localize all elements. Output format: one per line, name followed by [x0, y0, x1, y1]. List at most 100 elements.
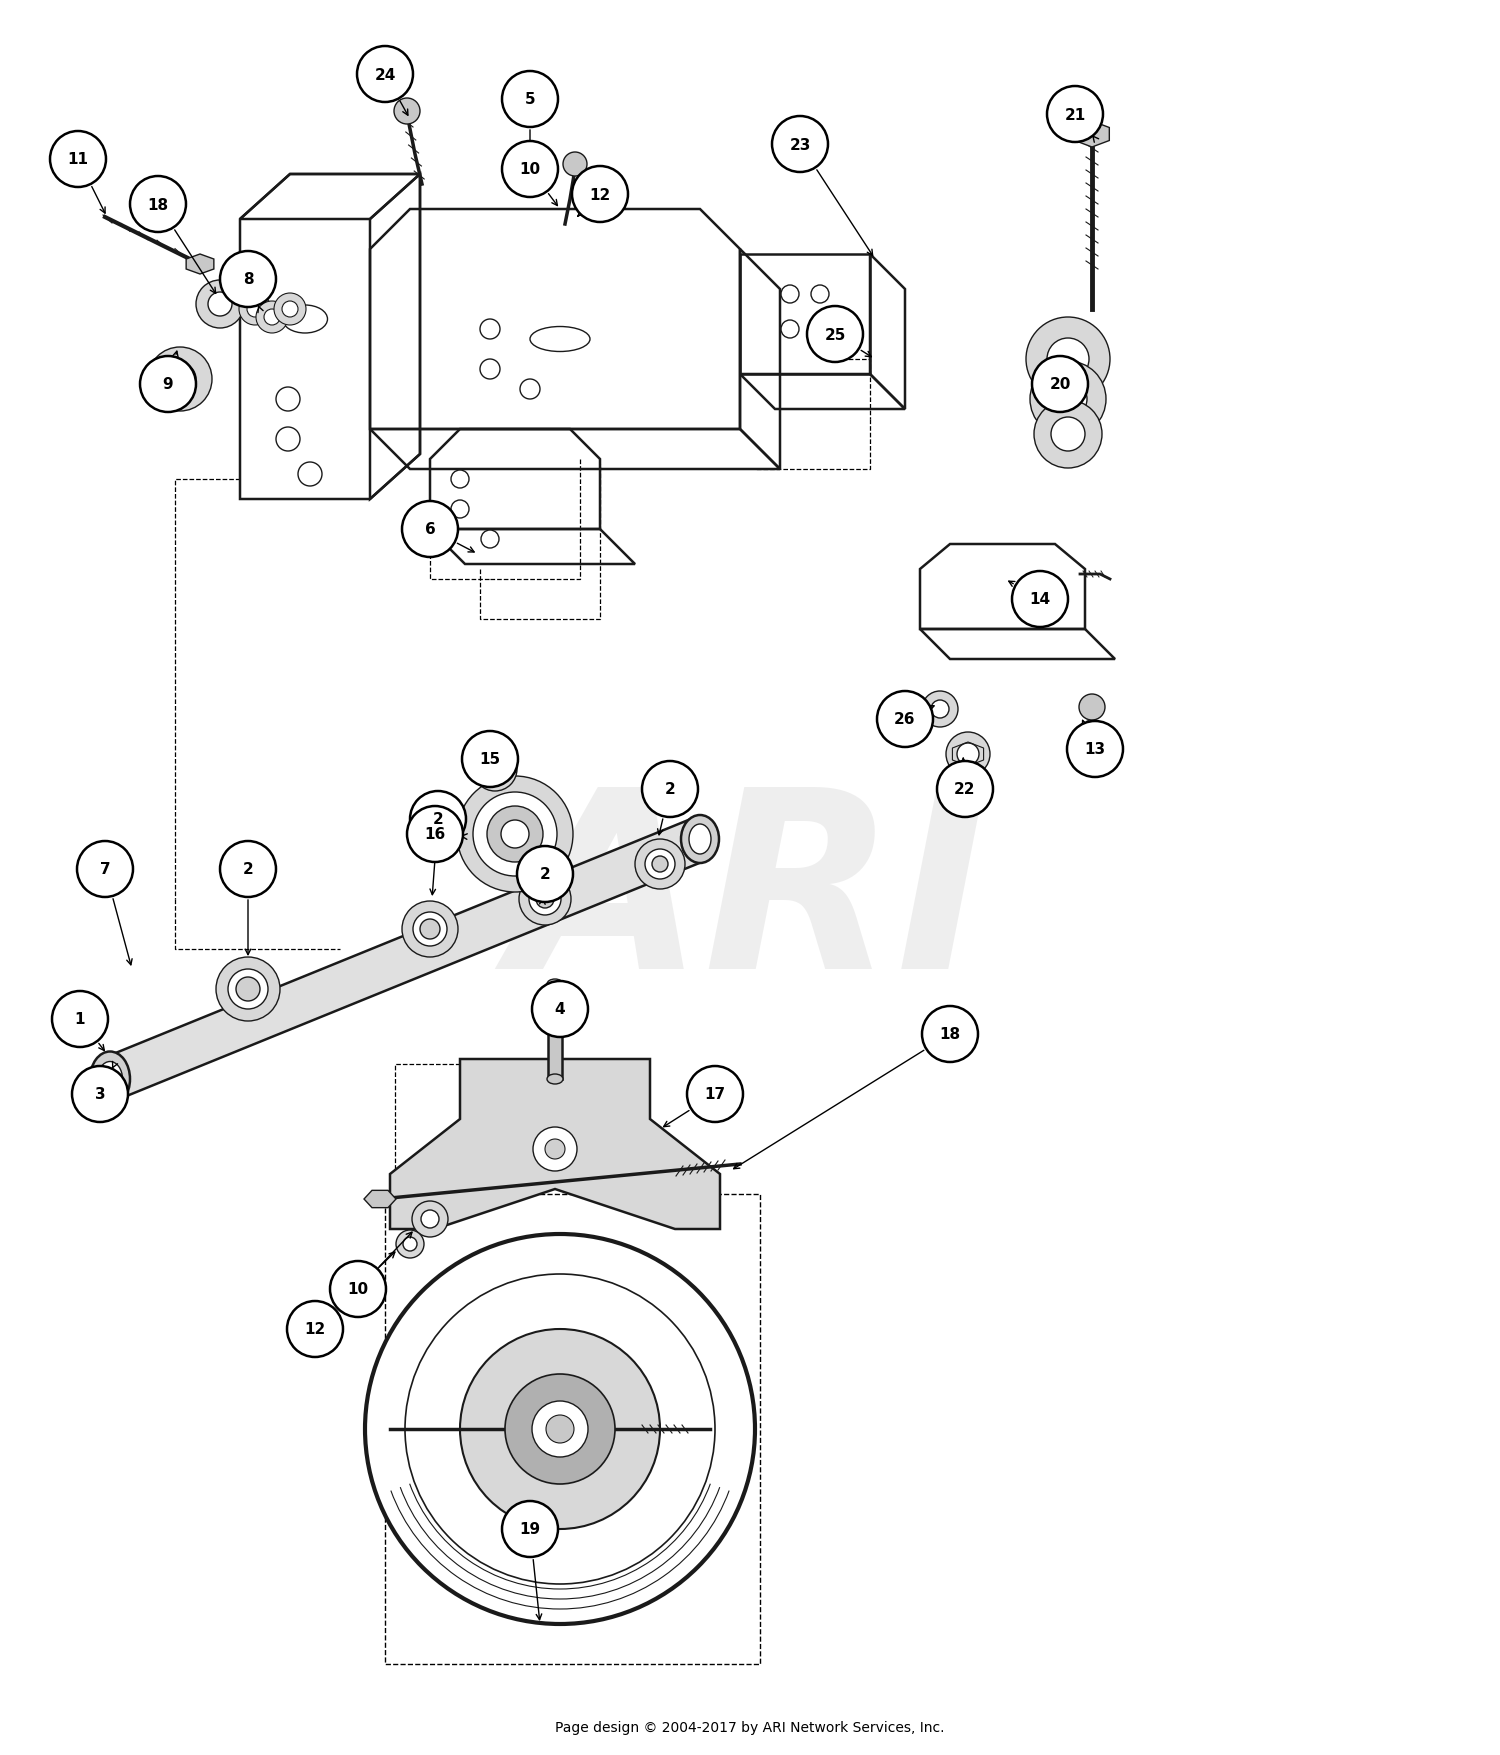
Text: 22: 22 — [954, 783, 975, 797]
Circle shape — [1047, 88, 1102, 142]
Circle shape — [276, 388, 300, 412]
Circle shape — [396, 1230, 424, 1258]
Circle shape — [130, 177, 186, 233]
Circle shape — [50, 132, 106, 188]
Circle shape — [932, 700, 950, 718]
Polygon shape — [102, 820, 708, 1100]
Text: 19: 19 — [519, 1522, 540, 1537]
Circle shape — [1047, 339, 1089, 381]
Circle shape — [772, 118, 828, 174]
Circle shape — [405, 1274, 716, 1585]
Circle shape — [406, 807, 463, 862]
Circle shape — [402, 502, 457, 558]
Circle shape — [562, 153, 586, 177]
Ellipse shape — [688, 825, 711, 855]
Circle shape — [140, 356, 196, 412]
Text: 7: 7 — [99, 862, 111, 878]
Text: ARI: ARI — [510, 779, 990, 1020]
Circle shape — [922, 691, 958, 728]
Circle shape — [634, 839, 686, 890]
Circle shape — [452, 470, 470, 488]
Ellipse shape — [90, 1051, 130, 1107]
Circle shape — [530, 883, 561, 916]
Circle shape — [1032, 356, 1088, 412]
Text: 13: 13 — [1084, 742, 1106, 756]
Polygon shape — [186, 254, 214, 276]
Text: 2: 2 — [664, 783, 675, 797]
Circle shape — [209, 293, 232, 318]
Circle shape — [413, 1202, 448, 1237]
Text: 18: 18 — [147, 197, 168, 212]
Circle shape — [298, 463, 322, 486]
Text: 12: 12 — [590, 188, 610, 202]
Ellipse shape — [681, 816, 718, 863]
Circle shape — [1026, 318, 1110, 402]
Text: 21: 21 — [1065, 107, 1086, 123]
Circle shape — [1048, 381, 1088, 419]
Text: 10: 10 — [348, 1281, 369, 1297]
Circle shape — [472, 748, 518, 792]
Circle shape — [532, 981, 588, 1037]
Circle shape — [420, 920, 440, 939]
Circle shape — [364, 1234, 754, 1623]
Circle shape — [652, 856, 668, 872]
Text: 10: 10 — [519, 163, 540, 177]
Circle shape — [413, 913, 447, 946]
Text: 4: 4 — [555, 1002, 566, 1016]
Text: 2: 2 — [432, 813, 444, 827]
Circle shape — [642, 762, 698, 818]
Circle shape — [544, 1139, 566, 1160]
Circle shape — [357, 47, 413, 104]
Circle shape — [482, 530, 500, 549]
Text: 25: 25 — [825, 328, 846, 342]
Circle shape — [248, 302, 262, 318]
Text: 26: 26 — [894, 713, 915, 727]
Circle shape — [404, 1237, 417, 1251]
Circle shape — [452, 500, 470, 519]
Circle shape — [938, 762, 993, 818]
Circle shape — [410, 792, 466, 848]
Text: 2: 2 — [243, 862, 254, 878]
Circle shape — [506, 1374, 615, 1485]
Circle shape — [532, 1400, 588, 1457]
Text: 23: 23 — [789, 137, 810, 153]
Circle shape — [546, 1415, 574, 1443]
Circle shape — [422, 1211, 440, 1228]
Circle shape — [645, 849, 675, 879]
Text: 16: 16 — [424, 827, 445, 842]
Polygon shape — [1074, 121, 1110, 147]
Text: 8: 8 — [243, 272, 254, 288]
Text: 11: 11 — [68, 153, 88, 167]
Circle shape — [196, 281, 244, 328]
Circle shape — [238, 293, 272, 326]
Text: 2: 2 — [540, 867, 550, 883]
Circle shape — [72, 1067, 128, 1123]
Text: 24: 24 — [375, 67, 396, 82]
Text: 20: 20 — [1050, 377, 1071, 393]
Circle shape — [276, 428, 300, 451]
Circle shape — [501, 821, 530, 848]
Circle shape — [394, 98, 420, 125]
Circle shape — [274, 293, 306, 326]
Circle shape — [472, 793, 556, 876]
Text: 14: 14 — [1029, 591, 1050, 607]
Circle shape — [282, 302, 298, 318]
Circle shape — [503, 1501, 558, 1557]
Circle shape — [536, 890, 554, 909]
Circle shape — [807, 307, 862, 363]
Circle shape — [782, 286, 800, 304]
Circle shape — [957, 744, 980, 765]
Circle shape — [503, 142, 558, 198]
Text: 3: 3 — [94, 1086, 105, 1102]
Circle shape — [812, 321, 830, 339]
Text: 15: 15 — [480, 753, 501, 767]
Circle shape — [228, 969, 268, 1009]
Circle shape — [503, 72, 558, 128]
Circle shape — [946, 732, 990, 776]
Ellipse shape — [530, 328, 590, 353]
Circle shape — [1066, 721, 1124, 777]
Circle shape — [216, 958, 280, 1021]
Text: 1: 1 — [75, 1013, 86, 1027]
Circle shape — [462, 732, 518, 788]
Circle shape — [518, 846, 573, 902]
